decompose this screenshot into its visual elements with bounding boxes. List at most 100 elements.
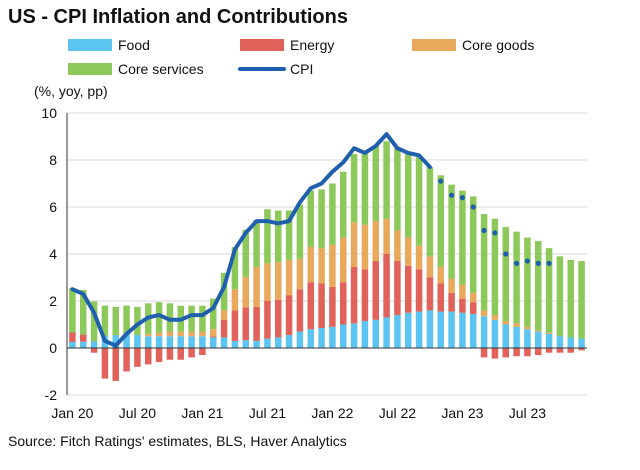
bar-food <box>524 329 531 348</box>
x-tick-label: Jan 23 <box>441 405 483 421</box>
bar-core-goods <box>405 237 412 266</box>
bar-core-goods <box>535 330 542 332</box>
axes <box>66 113 587 395</box>
bar-food <box>253 340 260 348</box>
bar-core-goods <box>275 262 282 300</box>
bar-core-goods <box>340 237 347 283</box>
bar-food <box>513 326 520 348</box>
bar-energy <box>80 334 87 342</box>
legend-label-food: Food <box>118 37 150 53</box>
bar-core-services <box>459 190 466 285</box>
bar-food <box>220 337 228 348</box>
x-tick-label: Jul 20 <box>119 405 157 421</box>
bar-core-goods <box>318 248 325 284</box>
bar-core-services <box>80 289 87 335</box>
bar-food <box>491 319 499 348</box>
cpi-point-estimate <box>481 227 487 234</box>
bar-energy <box>90 348 98 353</box>
bar-energy <box>101 348 109 379</box>
bar-food <box>405 312 412 348</box>
bar-energy <box>470 302 477 314</box>
bar-energy <box>231 310 239 341</box>
bar-food <box>285 335 293 348</box>
bar-energy <box>578 348 585 351</box>
y-tick-label: 8 <box>49 152 57 168</box>
bar-core-services <box>69 287 76 333</box>
bar-core-services <box>340 171 347 238</box>
bar-energy <box>437 283 444 312</box>
bar-core-goods <box>383 218 390 254</box>
bar-core-goods <box>459 284 466 299</box>
bar-energy <box>556 348 564 353</box>
bar-energy <box>112 348 119 381</box>
bar-energy <box>220 319 228 338</box>
bar-energy <box>502 348 509 358</box>
bar-core-goods <box>524 326 531 330</box>
bar-core-services <box>426 167 434 257</box>
cpi-line-actual <box>70 132 432 348</box>
x-tick-label: Jul 22 <box>379 405 417 421</box>
bar-energy <box>329 286 336 327</box>
bar-energy <box>307 282 314 330</box>
bar-food <box>415 311 423 348</box>
x-ticks: Jan 20 Jul 20 Jan 21 Jul 21 Jan 22 Jul 22 Jan … <box>51 405 546 421</box>
bar-energy <box>513 348 520 357</box>
gridlines <box>67 112 587 396</box>
legend-swatch-energy <box>240 39 284 51</box>
bar-core-services <box>491 218 499 316</box>
x-tick-label: Jan 20 <box>51 405 93 421</box>
bar-core-goods <box>264 263 271 301</box>
bar-energy <box>199 348 206 356</box>
bar-energy <box>210 336 217 338</box>
x-tick-label: Jul 21 <box>249 405 287 421</box>
bar-food <box>578 338 585 348</box>
bar-food <box>502 324 509 348</box>
bar-core-services <box>372 145 379 222</box>
legend-swatch-core-services <box>68 63 112 75</box>
bar-food <box>123 333 130 348</box>
bar-core-services <box>480 214 488 311</box>
bar-core-goods <box>513 323 520 327</box>
bar-food <box>145 336 152 348</box>
bar-energy <box>318 283 325 329</box>
y-tick-label: -2 <box>45 387 58 403</box>
x-tick-label: Jan 21 <box>181 405 223 421</box>
bar-core-goods <box>329 244 336 287</box>
bar-core-services <box>535 241 542 331</box>
bar-core-goods <box>470 292 477 303</box>
bar-core-goods <box>296 258 304 290</box>
bar-energy <box>524 348 531 357</box>
y-tick-label: 4 <box>49 246 57 262</box>
source-note: Source: Fitch Ratings' estimates, BLS, H… <box>8 433 347 449</box>
bar-core-goods <box>242 276 249 308</box>
bar-energy <box>296 289 304 332</box>
bar-food <box>470 313 477 348</box>
bar-energy <box>383 254 390 318</box>
bar-core-services <box>166 303 174 332</box>
bar-food <box>166 336 174 348</box>
bar-core-goods <box>188 331 195 337</box>
bar-food <box>480 316 488 348</box>
bar-energy <box>545 348 553 353</box>
bar-core-services <box>285 210 293 260</box>
bar-core-goods <box>437 266 444 284</box>
bar-core-services <box>448 184 455 279</box>
bar-core-services <box>415 156 423 246</box>
bar-energy <box>491 348 499 359</box>
bar-core-services <box>361 154 369 225</box>
bar-food <box>307 329 314 348</box>
bar-energy <box>535 348 542 356</box>
bar-core-goods <box>307 246 314 283</box>
bar-core-goods <box>372 221 379 262</box>
bar-core-services <box>101 305 109 337</box>
bar-food <box>264 338 271 348</box>
y-axis-label: (%, yoy, pp) <box>34 83 108 99</box>
bar-core-goods <box>166 331 174 337</box>
bar-food <box>437 311 444 348</box>
bar-food <box>372 319 379 348</box>
bar-core-services <box>264 209 271 264</box>
bar-core-goods <box>210 329 217 337</box>
bar-energy <box>340 282 347 325</box>
y-tick-label: 0 <box>49 340 57 356</box>
bar-energy <box>285 295 293 336</box>
